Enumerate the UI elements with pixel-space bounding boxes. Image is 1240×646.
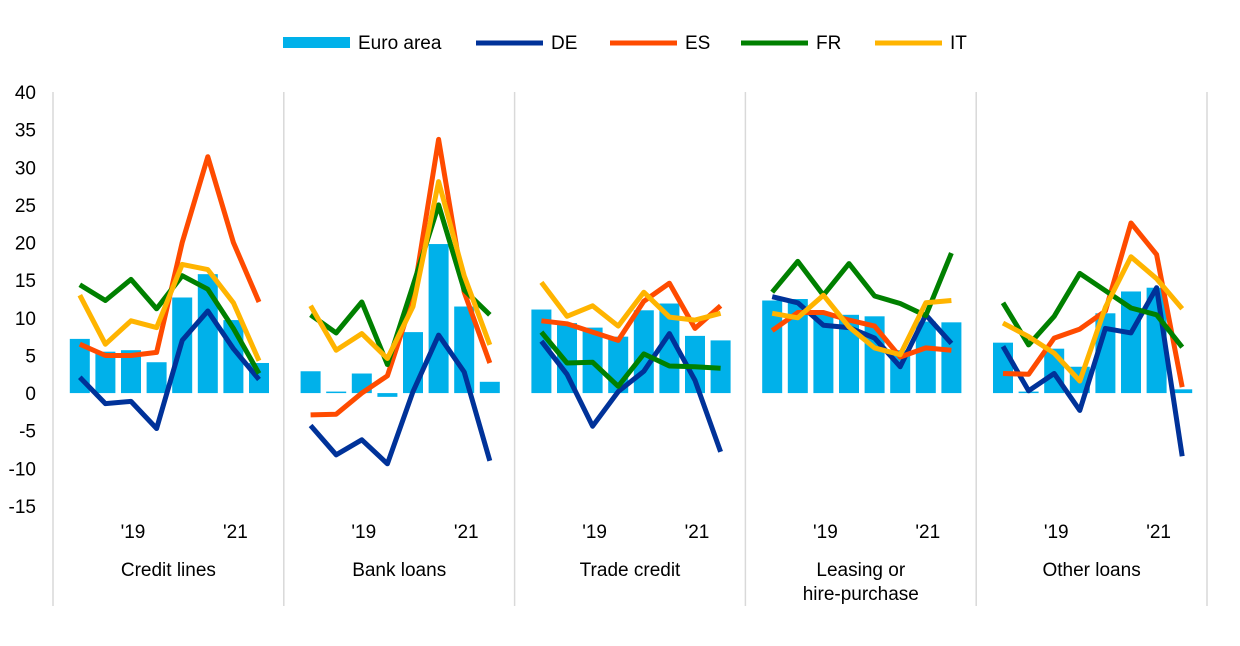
line-de (308, 332, 493, 467)
bar-euro-area (197, 274, 218, 394)
panel-label-other-loans: Other loans (1042, 560, 1140, 581)
bar-euro-area (787, 299, 808, 394)
legend-item-it: IT (875, 33, 967, 54)
line-it (308, 179, 493, 361)
line-de (771, 294, 954, 370)
legend-item-es: ES (610, 33, 710, 54)
bar-euro-area (1172, 389, 1193, 394)
bar-euro-area (659, 303, 680, 394)
bar-euro-area (557, 323, 577, 394)
x-tick-label: '21 (454, 522, 479, 543)
bar-euro-area (762, 300, 783, 394)
line-it (77, 261, 262, 362)
line-fr (309, 202, 492, 367)
x-axis: '19 '21 Credit lines '19 '21 Bank loans '19 '21… (121, 522, 1171, 605)
bar-euro-area (377, 393, 398, 397)
panel-label-bank-loans: Bank loans (352, 560, 446, 581)
legend-label: DE (551, 33, 577, 54)
line-fr (539, 330, 721, 389)
bar-euro-area (428, 244, 449, 394)
x-tick-label: '21 (915, 522, 940, 543)
x-tick-label: '21 (223, 522, 248, 543)
legend-label: FR (816, 33, 841, 54)
x-tick-label: '19 (121, 522, 146, 543)
y-tick-label: -10 (9, 459, 36, 480)
bar-euro-area (479, 381, 500, 394)
x-tick-label: '19 (351, 522, 376, 543)
x-tick-label: '21 (1146, 522, 1171, 543)
y-tick-label: -15 (9, 497, 36, 518)
bar-euro-area (300, 371, 321, 394)
x-tick-label: '19 (813, 522, 838, 543)
bar-euro-area (403, 332, 423, 394)
legend-item-de: DE (476, 33, 577, 54)
y-tick-label: 20 (15, 234, 36, 255)
y-tick-label: 15 (15, 271, 36, 292)
y-tick-label: 35 (15, 121, 36, 142)
x-tick-label: '21 (685, 522, 710, 543)
y-tick-label: 10 (15, 309, 36, 330)
y-tick-label: 5 (25, 346, 36, 367)
bar-euro-area (915, 321, 936, 394)
bar-euro-area (326, 391, 347, 394)
legend-label: IT (950, 33, 967, 54)
bar-euro-area (121, 350, 141, 394)
legend: Euro area DE ES FR IT (283, 33, 967, 54)
legend-swatch (283, 37, 350, 48)
line-it (771, 292, 952, 358)
bar-euro-area (839, 314, 859, 394)
line-de (539, 331, 723, 453)
bar-euro-area (813, 314, 834, 394)
bar-euro-area (95, 351, 116, 394)
legend-label: Euro area (358, 33, 442, 54)
bar-euro-area (1095, 313, 1116, 394)
line-es (1002, 220, 1185, 388)
y-tick-label: 25 (15, 196, 36, 217)
x-tick-label: '19 (1044, 522, 1069, 543)
line-it (539, 280, 722, 329)
y-tick-label: 0 (25, 384, 36, 405)
line-de (78, 308, 261, 431)
legend-item-fr: FR (741, 33, 841, 54)
panel-label-credit-lines: Credit lines (121, 560, 216, 581)
bar-euro-area (454, 306, 475, 394)
bar-euro-area (531, 309, 552, 394)
y-tick-label: 30 (15, 158, 36, 179)
legend-label: ES (685, 33, 710, 54)
bar-euro-area (146, 362, 167, 394)
panel-label-leasing-or-hire-purchase: Leasing or hire-purchase (803, 560, 919, 605)
y-axis: -15 -10 -5 0 5 10 15 20 25 30 35 40 (9, 83, 36, 518)
panel-frames (52, 92, 1208, 606)
y-tick-label: 40 (15, 83, 36, 104)
line-it (1001, 254, 1185, 384)
line-de (1000, 285, 1185, 457)
bar-euro-area (1121, 291, 1141, 394)
y-tick-label: -5 (19, 422, 36, 443)
lines (77, 136, 1185, 467)
legend-item-euro-area: Euro area (283, 33, 442, 54)
panel-label-trade-credit: Trade credit (580, 560, 681, 581)
x-tick-label: '19 (582, 522, 607, 543)
